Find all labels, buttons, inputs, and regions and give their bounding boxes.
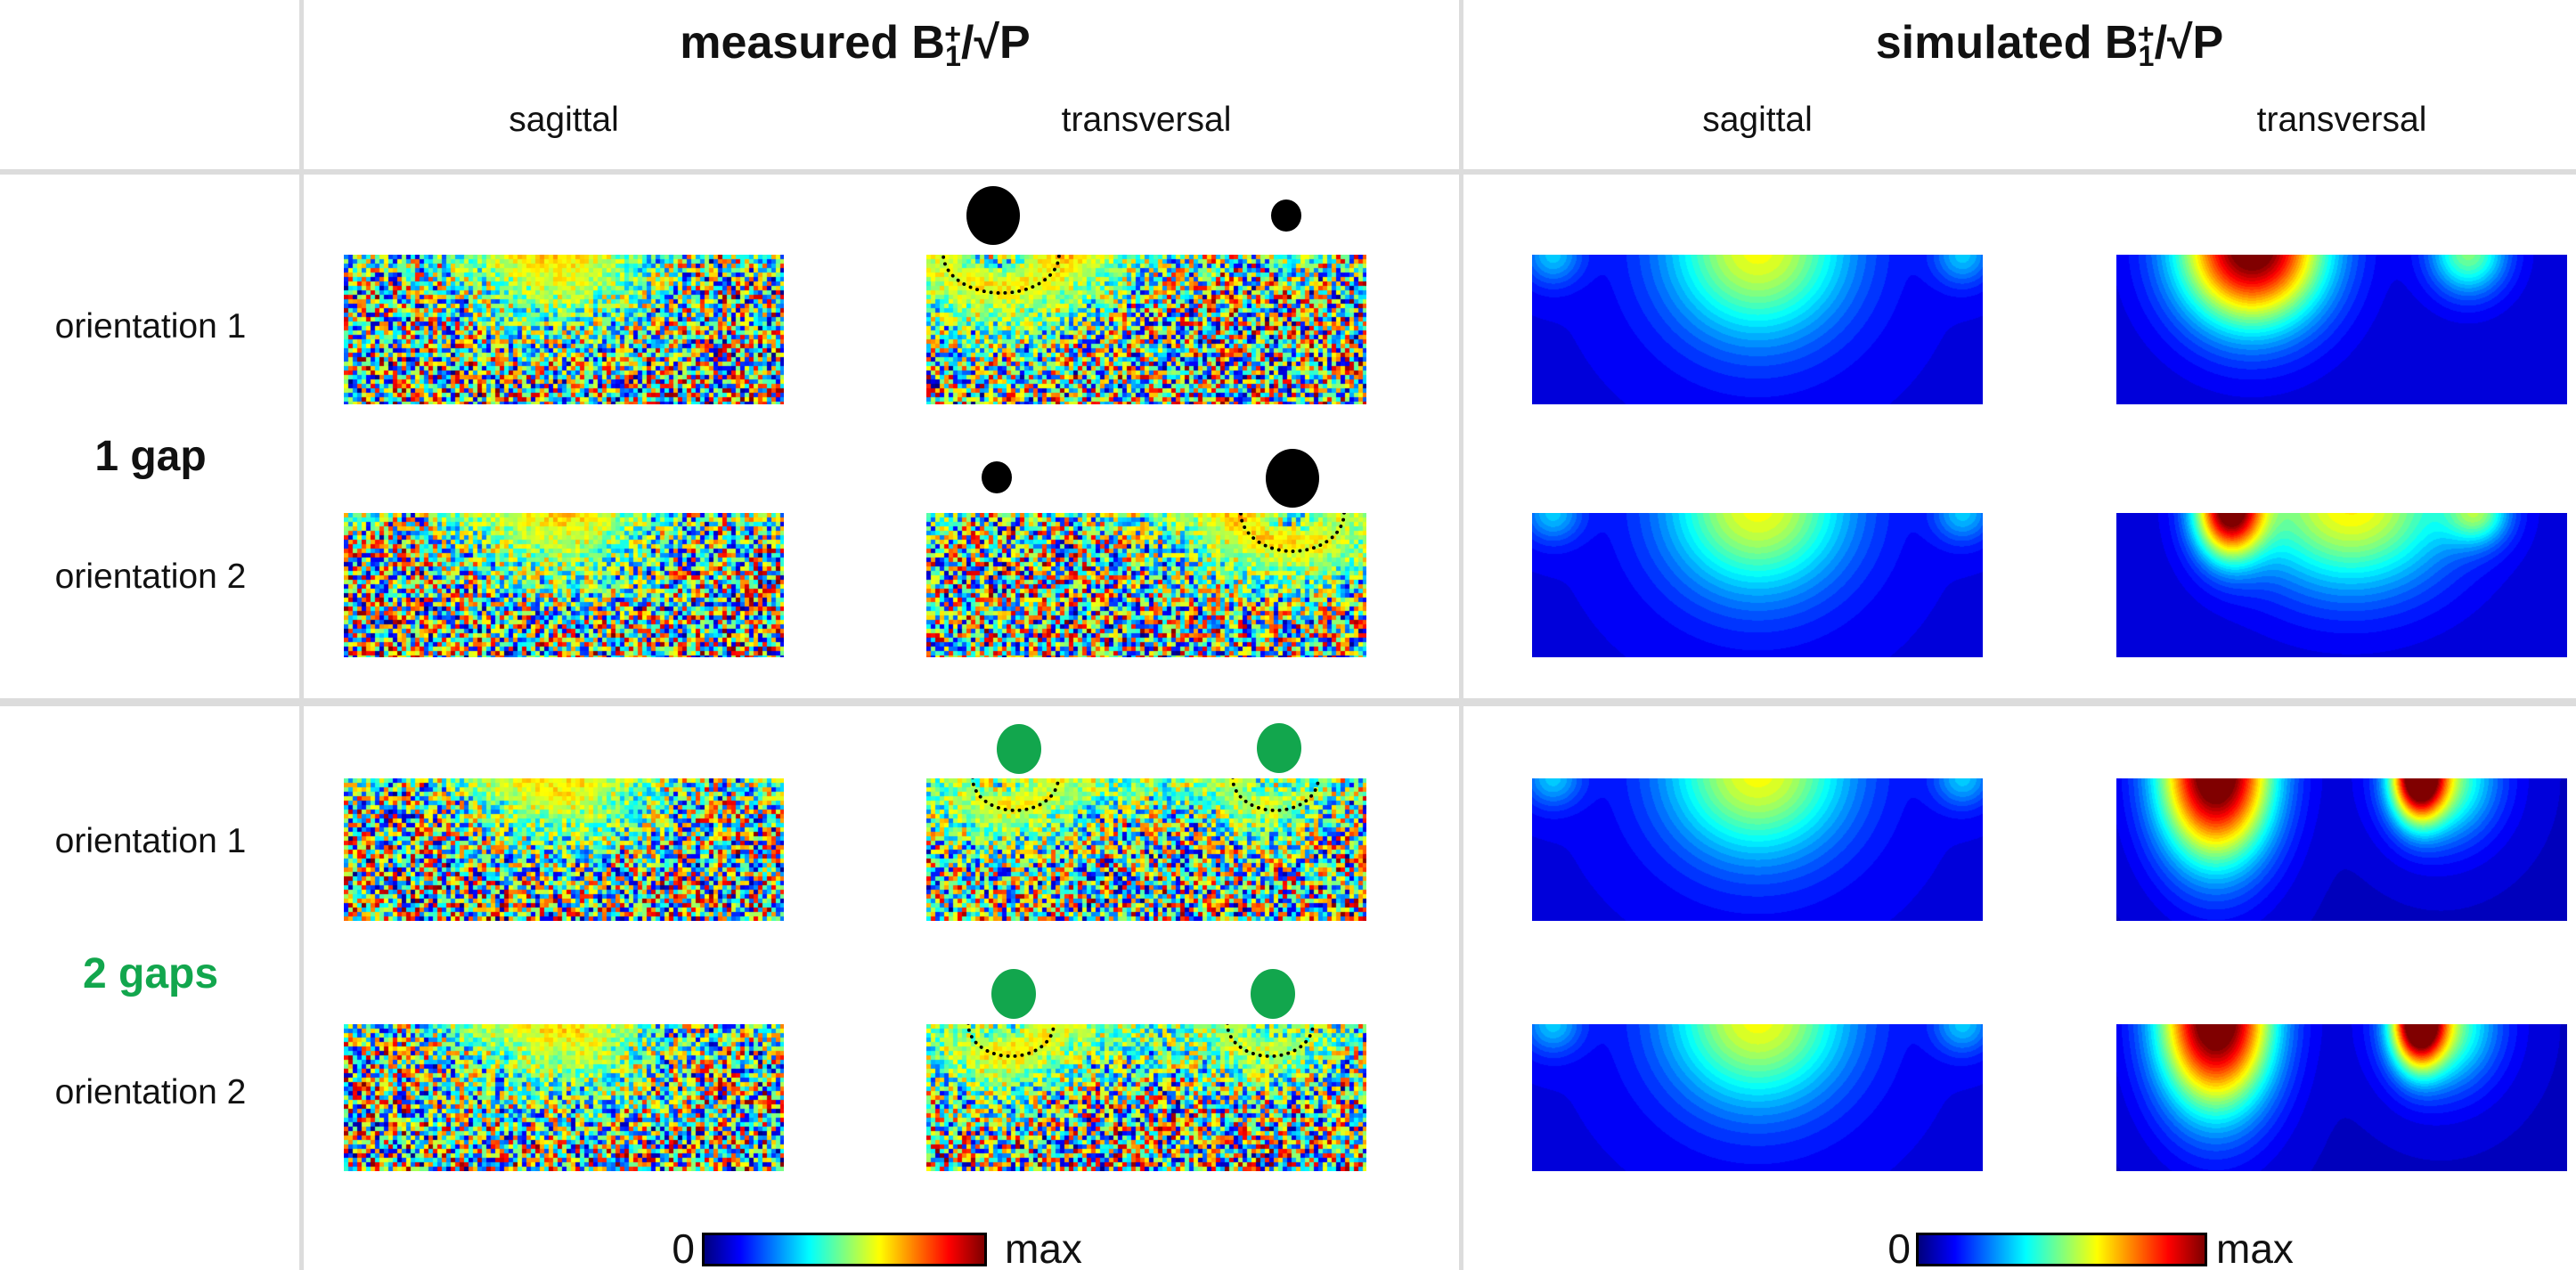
green-coupling-dot xyxy=(1251,969,1295,1019)
panel-measured-transversal-2gaps-orientation2 xyxy=(926,1024,1366,1171)
panel-measured-sagittal-2gaps-orientation1 xyxy=(344,778,784,921)
green-coupling-dot xyxy=(997,724,1041,774)
heatmap-meas-sag-3 xyxy=(344,778,784,921)
heatmap-sim-trans-4 xyxy=(2116,1024,2567,1171)
measured-title-sub: 1 xyxy=(944,40,961,73)
col-header-simulated-transversal: transversal xyxy=(2256,101,2427,139)
heatmap-meas-sag-4 xyxy=(344,1024,784,1171)
row-label-1gap-orientation1: orientation 1 xyxy=(54,307,247,346)
row-label-2gaps-group: 2 gaps xyxy=(82,950,219,997)
measured-title: measured B1+/√P xyxy=(344,5,1366,85)
black-coupling-dot xyxy=(982,461,1012,493)
black-coupling-dot xyxy=(1271,199,1301,232)
simulated-title: simulated B1+/√P xyxy=(1532,5,2567,85)
panel-simulated-sagittal-1gap-orientation2 xyxy=(1532,513,1983,657)
colorbar-measured-min-label: 0 xyxy=(672,1225,695,1270)
panel-simulated-transversal-2gaps-orientation2 xyxy=(2116,1024,2567,1171)
heatmap-sim-trans-3 xyxy=(2116,778,2567,921)
simulated-title-post: /√P xyxy=(2154,17,2224,69)
panel-measured-sagittal-1gap-orientation2 xyxy=(344,513,784,657)
simulated-title-text: simulated B xyxy=(1875,17,2139,69)
row-label-1gap-orientation2: orientation 2 xyxy=(54,558,247,596)
colorbar-simulated-min-label: 0 xyxy=(1887,1225,1911,1270)
col-header-measured-transversal: transversal xyxy=(1061,101,1232,139)
panel-measured-transversal-2gaps-orientation1 xyxy=(926,778,1366,921)
panel-simulated-transversal-2gaps-orientation1 xyxy=(2116,778,2567,921)
divider-sections xyxy=(0,698,2576,706)
col-header-simulated-sagittal: sagittal xyxy=(1702,101,1813,139)
panel-simulated-transversal-1gap-orientation1 xyxy=(2116,255,2567,404)
heatmap-sim-sag-2 xyxy=(1532,513,1983,657)
heatmap-sim-trans-1 xyxy=(2116,255,2567,404)
heatmap-meas-sag-1 xyxy=(344,255,784,404)
panel-measured-transversal-1gap-orientation2 xyxy=(926,513,1366,657)
colorbar-measured-max-label: max xyxy=(1005,1225,1082,1270)
heatmap-sim-sag-1 xyxy=(1532,255,1983,404)
panel-simulated-sagittal-2gaps-orientation1 xyxy=(1532,778,1983,921)
panel-measured-sagittal-1gap-orientation1 xyxy=(344,255,784,404)
panel-measured-sagittal-2gaps-orientation2 xyxy=(344,1024,784,1171)
panel-simulated-sagittal-2gaps-orientation2 xyxy=(1532,1024,1983,1171)
colorbar-simulated-gradient xyxy=(1916,1233,2207,1266)
colorbar-measured-gradient xyxy=(702,1233,987,1266)
measured-title-text: measured B xyxy=(680,17,945,69)
row-label-2gaps-orientation2: orientation 2 xyxy=(54,1073,247,1111)
measured-title-post: /√P xyxy=(961,17,1031,69)
heatmap-meas-sag-2 xyxy=(344,513,784,657)
panel-measured-transversal-1gap-orientation1 xyxy=(926,255,1366,404)
green-coupling-dot xyxy=(1257,723,1301,773)
row-label-2gaps-orientation1: orientation 1 xyxy=(54,822,247,860)
green-coupling-dot xyxy=(991,969,1036,1019)
row-label-1gap-group: 1 gap xyxy=(94,433,207,480)
panel-simulated-sagittal-1gap-orientation1 xyxy=(1532,255,1983,404)
divider-left-column xyxy=(299,0,304,1270)
colorbar-simulated-max-label: max xyxy=(2216,1225,2294,1270)
heatmap-sim-sag-3 xyxy=(1532,778,1983,921)
simulated-title-sup: + xyxy=(2137,18,2155,50)
divider-header xyxy=(0,169,2576,175)
black-coupling-dot xyxy=(966,186,1020,245)
heatmap-sim-sag-4 xyxy=(1532,1024,1983,1171)
panel-simulated-transversal-1gap-orientation2 xyxy=(2116,513,2567,657)
black-coupling-dot xyxy=(1266,449,1319,508)
simulated-title-sub: 1 xyxy=(2138,40,2155,73)
col-header-measured-sagittal: sagittal xyxy=(509,101,619,139)
measured-title-sup: + xyxy=(944,18,962,50)
heatmap-sim-trans-2 xyxy=(2116,513,2567,657)
divider-measured-simulated xyxy=(1459,0,1463,1270)
